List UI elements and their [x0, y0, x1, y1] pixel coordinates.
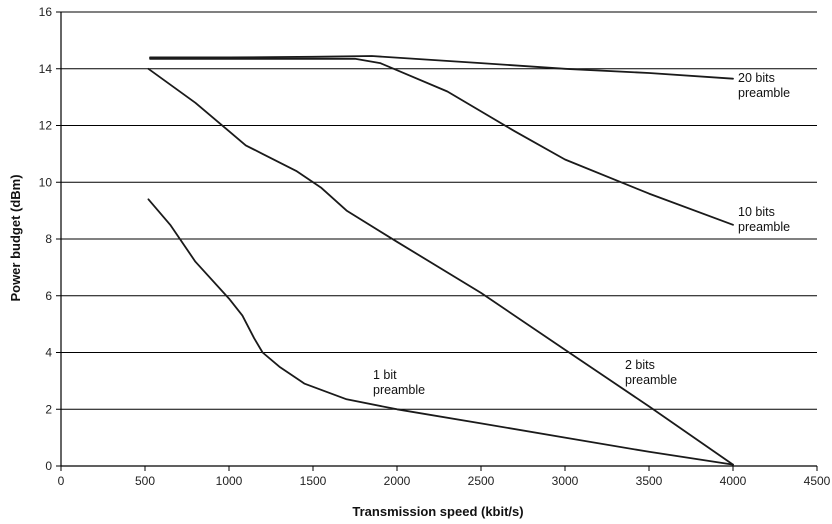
x-tick-label-0: 0 [58, 474, 65, 488]
x-tick-label-500: 500 [135, 474, 155, 488]
x-axis-title: Transmission speed (kbit/s) [352, 504, 523, 519]
y-tick-label-2: 2 [45, 402, 52, 416]
y-tick-label-4: 4 [45, 346, 52, 360]
y-tick-label-14: 14 [39, 62, 53, 76]
x-tick-label-2000: 2000 [384, 474, 411, 488]
y-axis-title: Power budget (dBm) [8, 174, 23, 301]
y-tick-label-8: 8 [45, 232, 52, 246]
x-tick-label-1000: 1000 [216, 474, 243, 488]
series-label-10-bits-preamble: 10 bits preamble [738, 205, 790, 234]
series-label-line: preamble [373, 383, 425, 397]
x-tick-label-3500: 3500 [636, 474, 663, 488]
tick-labels: 0 2 4 6 8 10 12 14 16 0 500 1000 1500 2000 2500 3000 350… [39, 5, 831, 488]
series-label-2-bits-preamble: 2 bits preamble [625, 358, 677, 387]
series-label-line: preamble [738, 220, 790, 234]
grid-lines [61, 11, 817, 410]
series-label-1-bit-preamble: 1 bit preamble [373, 368, 425, 397]
series-line-2-bits-preamble [147, 67, 734, 466]
x-tick-label-4500: 4500 [804, 474, 831, 488]
series-lines [147, 55, 734, 466]
series-label-line: preamble [625, 373, 677, 387]
series-label-line: preamble [738, 86, 790, 100]
y-tick-label-0: 0 [45, 459, 52, 473]
series-label-line: 10 bits [738, 205, 775, 219]
y-tick-label-16: 16 [39, 5, 53, 19]
x-tick-label-1500: 1500 [300, 474, 327, 488]
y-tick-label-6: 6 [45, 289, 52, 303]
x-tick-label-2500: 2500 [468, 474, 495, 488]
series-line-10-bits-preamble [149, 57, 734, 226]
y-tick-label-10: 10 [39, 175, 53, 189]
series-label-line: 20 bits [738, 71, 775, 85]
series-label-20-bits-preamble: 20 bits preamble [738, 71, 790, 100]
series-line-20-bits-preamble [149, 55, 734, 80]
x-tick-label-4000: 4000 [720, 474, 747, 488]
series-line-1-bit-preamble [147, 198, 734, 466]
y-tick-label-12: 12 [39, 119, 53, 133]
series-label-line: 1 bit [373, 368, 397, 382]
x-tick-label-3000: 3000 [552, 474, 579, 488]
series-label-line: 2 bits [625, 358, 655, 372]
